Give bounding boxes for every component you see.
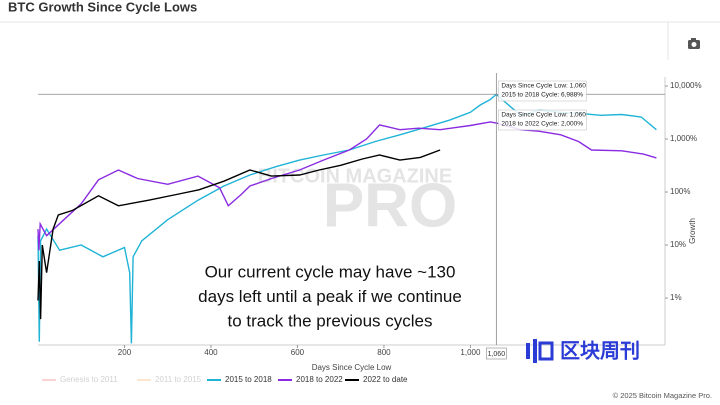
tooltip: [498, 80, 587, 102]
watermark: PRO: [323, 171, 457, 240]
x-tick-label: 200: [118, 348, 132, 357]
x-tick-label: 600: [291, 348, 305, 357]
tooltip: [498, 109, 587, 131]
legend-label: 2022 to date: [363, 375, 408, 384]
annotation: Our current cycle may have ~130: [205, 262, 456, 281]
y-tick-label: 10%: [670, 240, 686, 249]
legend-label: 2018 to 2022: [296, 375, 343, 384]
crosshair-label: 1,060: [488, 351, 506, 358]
legend-label: Genesis to 2011: [60, 375, 118, 384]
annotation: days left until a peak if we continue: [198, 287, 462, 306]
tooltip-text: Days Since Cycle Low: 1,060: [501, 112, 586, 119]
tooltip-text: 2018 to 2022 Cycle: 2,000%: [501, 121, 583, 128]
y-tick-label: 1,000%: [670, 134, 697, 143]
legend-label: 2015 to 2018: [225, 375, 272, 384]
credit: © 2025 Bitcoin Magazine Pro.: [613, 391, 712, 400]
line-series: [37, 121, 657, 251]
legend-item[interactable]: 2022 to date: [345, 375, 408, 384]
logo-text: 区块周刊: [560, 339, 640, 362]
x-tick-label: 800: [377, 348, 391, 357]
legend-item[interactable]: 2018 to 2022: [278, 375, 343, 384]
x-tick-label: 1,000: [460, 348, 481, 357]
line-series: [37, 149, 441, 320]
y-axis-label: Growth: [688, 218, 697, 244]
legend-item[interactable]: 2011 to 2015: [137, 375, 202, 384]
annotation: to track the previous cycles: [227, 311, 432, 330]
y-tick-label: 10,000%: [670, 81, 702, 90]
y-tick-label: 100%: [670, 187, 690, 196]
logo-mark: [526, 343, 530, 359]
y-tick-label: 1%: [670, 293, 682, 302]
legend-item[interactable]: Genesis to 2011: [42, 375, 118, 384]
x-tick-label: 400: [204, 348, 218, 357]
logo-mark: [538, 341, 554, 361]
crosshair-label-bg: [486, 347, 507, 360]
watermark: BITCOIN MAGAZINE: [258, 165, 452, 187]
tooltip-text: 2015 to 2018 Cycle: 6,988%: [501, 92, 583, 99]
tooltip-text: Days Since Cycle Low: 1,060: [501, 83, 586, 90]
x-axis-label: Days Since Cycle Low: [312, 363, 392, 372]
legend-label: 2011 to 2015: [155, 375, 202, 384]
logo-mark: [533, 339, 537, 363]
camera-icon[interactable]: [688, 38, 700, 49]
legend-item[interactable]: 2015 to 2018: [207, 375, 272, 384]
chart-title: BTC Growth Since Cycle Lows: [8, 0, 197, 14]
